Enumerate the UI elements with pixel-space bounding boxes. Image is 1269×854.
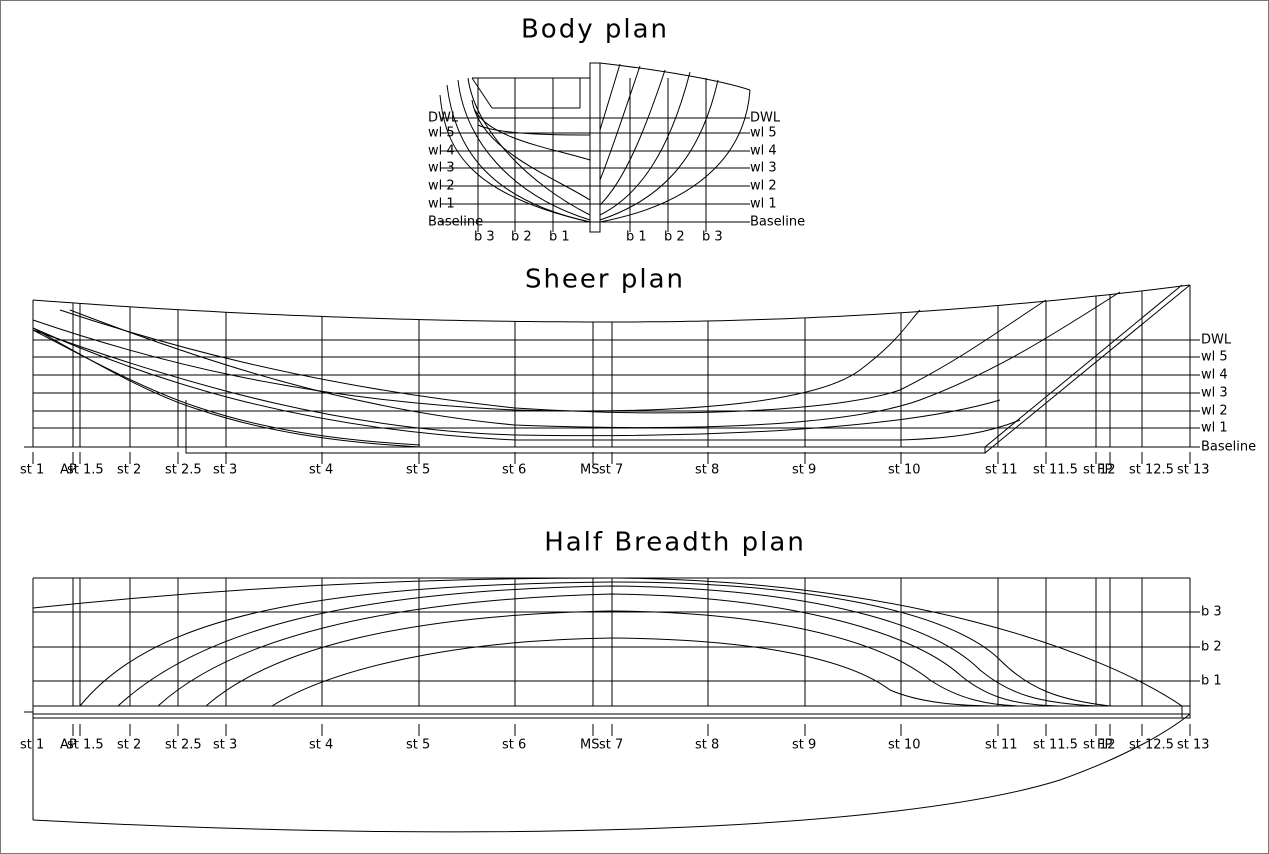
body-b-label: b 2 [664, 230, 685, 245]
body-wl-label: wl 2 [428, 179, 455, 194]
body-section-fwd [600, 90, 750, 222]
body-sheer-fwd [600, 63, 750, 90]
station-label: st 11 [985, 738, 1018, 753]
body-wl-label: wl 5 [750, 126, 777, 141]
buttock-label: b 3 [1201, 605, 1222, 620]
buttock-3 [60, 300, 1046, 413]
body-b-label: b 1 [626, 230, 647, 245]
station-label: st 13 [1177, 463, 1210, 478]
station-label: st 10 [888, 738, 921, 753]
station-label: st 11 [985, 463, 1018, 478]
deck-line [33, 578, 1182, 706]
station-label: st 1 [20, 463, 44, 478]
body-wl-label: wl 4 [428, 144, 455, 159]
waterline-label: wl 1 [1201, 421, 1228, 436]
station-label: st 1.5 [67, 738, 104, 753]
body-section-fwd [600, 80, 718, 220]
station-label: st 13 [1177, 738, 1210, 753]
wl-dwl [80, 582, 1110, 706]
sheer-plan-title: Sheer plan [525, 265, 685, 295]
station-label: st 2.5 [165, 463, 202, 478]
station-label: st 4 [309, 738, 333, 753]
waterline-label: wl 3 [1201, 386, 1228, 401]
station-label: st 12.5 [1129, 463, 1174, 478]
body-b-label: b 1 [549, 230, 570, 245]
body-section-fwd [600, 64, 620, 130]
station-label: st 11.5 [1033, 463, 1078, 478]
body-b-label: b 3 [702, 230, 723, 245]
station-label: st 2.5 [165, 738, 202, 753]
station-label: st 3 [213, 463, 237, 478]
station-label: st 4 [309, 463, 333, 478]
body-b-label: b 2 [511, 230, 532, 245]
half-breadth-title: Half Breadth plan [544, 528, 806, 558]
station-label: st 9 [792, 463, 816, 478]
station-label: st 1 [20, 738, 44, 753]
station-label: st 11.5 [1033, 738, 1078, 753]
wl-3 [206, 611, 1020, 706]
station-label: st 5 [406, 738, 430, 753]
body-section-fwd [600, 66, 640, 180]
frame [1, 1, 1269, 854]
waterline-label: DWL [1201, 333, 1232, 348]
station-label: st 2 [117, 463, 141, 478]
lines-plan: Body plan Sheer plan Half Breadth plan D… [0, 0, 1269, 854]
body-wl-label: DWL [750, 111, 781, 126]
station-label: st 10 [888, 463, 921, 478]
body-wl-label: wl 1 [750, 197, 777, 212]
waterline-label: Baseline [1201, 440, 1256, 455]
body-section-fwd [600, 70, 665, 205]
station-label: FP [1097, 738, 1112, 753]
buttock-label: b 1 [1201, 674, 1222, 689]
station-label: FP [1097, 463, 1112, 478]
station-label: st 9 [792, 738, 816, 753]
body-section-aft [472, 100, 590, 200]
station-label: st 5 [406, 463, 430, 478]
buttock-label: b 2 [1201, 640, 1222, 655]
centerline [33, 706, 1190, 718]
station-label: MS [580, 463, 599, 478]
station-label: MS [580, 738, 599, 753]
body-wl-label: wl 3 [428, 161, 455, 176]
station-label: st 2 [117, 738, 141, 753]
body-wl-label: wl 1 [428, 197, 455, 212]
waterline-label: wl 5 [1201, 350, 1228, 365]
body-b-label: b 3 [474, 230, 495, 245]
body-plan-title: Body plan [521, 15, 669, 45]
keel [186, 447, 985, 453]
body-wl-label: wl 4 [750, 144, 777, 159]
station-label: st 1.5 [67, 463, 104, 478]
body-wl-label: Baseline [750, 215, 805, 230]
body-center [590, 63, 600, 232]
station-label: st 7 [599, 463, 623, 478]
waterline-label: wl 2 [1201, 404, 1228, 419]
station-label: st 8 [695, 463, 719, 478]
waterline-label: wl 4 [1201, 368, 1228, 383]
station-label: st 3 [213, 738, 237, 753]
stem-box [1182, 706, 1190, 718]
station-label: st 8 [695, 738, 719, 753]
body-wl-label: wl 3 [750, 161, 777, 176]
body-wl-label: Baseline [428, 215, 483, 230]
station-label: st 6 [502, 738, 526, 753]
station-label: st 12.5 [1129, 738, 1174, 753]
body-wl-label: wl 2 [750, 179, 777, 194]
wl-2 [272, 638, 1000, 706]
station-label: st 7 [599, 738, 623, 753]
station-label: st 6 [502, 463, 526, 478]
stem-inner [985, 285, 1182, 447]
